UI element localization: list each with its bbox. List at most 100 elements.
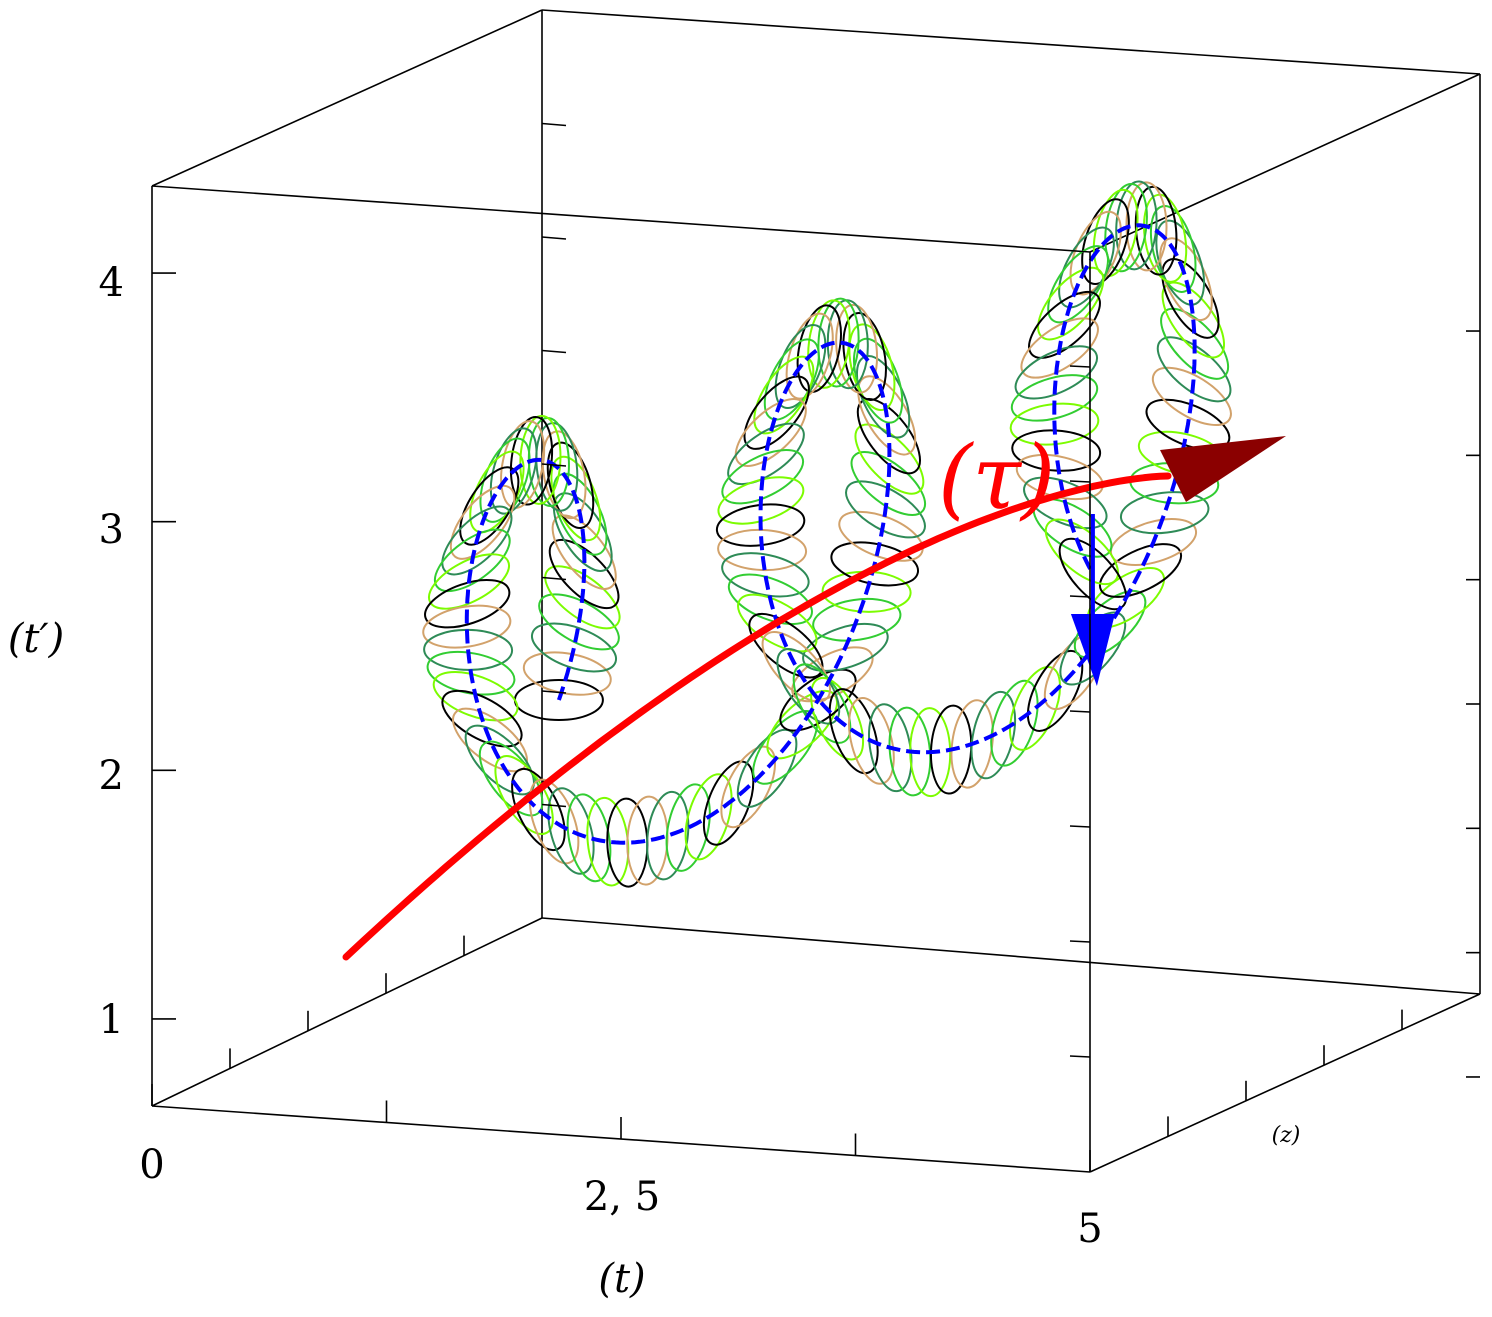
tube-ring <box>1145 398 1231 451</box>
tube-ring <box>1014 345 1098 400</box>
tube-ring <box>528 778 580 865</box>
back-tick <box>541 576 567 581</box>
tube-ring <box>422 604 512 649</box>
tube-ring <box>432 671 519 722</box>
tube-ring <box>1073 589 1147 659</box>
tube-ring <box>838 510 924 562</box>
back-tick <box>541 349 567 354</box>
tube-ring <box>857 375 917 456</box>
centerline-arrow-head <box>1070 614 1115 687</box>
tube-ring <box>850 451 926 516</box>
tube-ring <box>845 480 926 539</box>
tube-ring <box>646 790 690 881</box>
tube-ring <box>1156 336 1232 403</box>
bounding-box-back-edges <box>151 9 1481 1173</box>
back-tick <box>541 122 567 127</box>
tau-curve-path <box>342 472 1172 961</box>
tube-ring <box>531 622 617 673</box>
tube-ring <box>1023 476 1108 530</box>
tube-ring <box>433 528 511 593</box>
tube-ring <box>1151 366 1232 426</box>
tube-ring <box>817 297 860 388</box>
tube-ring <box>1159 237 1213 322</box>
tube-ring <box>1115 180 1158 271</box>
tube-ring <box>548 538 620 610</box>
tube-ring <box>743 375 810 450</box>
tube-ring <box>1143 193 1188 283</box>
tube-ring <box>702 760 755 846</box>
y-tick-label-2: 2 <box>99 753 124 799</box>
tube-ring <box>727 422 805 486</box>
back-tick <box>541 236 567 240</box>
tube-ring <box>459 466 520 546</box>
tube-ring <box>424 579 511 629</box>
tube-ring <box>807 299 851 389</box>
back-tick <box>541 803 567 808</box>
tube-ring <box>854 423 925 495</box>
z-axis-label: (z) <box>1272 1123 1301 1148</box>
y-tick-label-4: 4 <box>99 260 124 306</box>
back-tick <box>541 690 567 694</box>
tube-ring <box>489 427 538 515</box>
x-tick-label-2-5: 2, 5 <box>584 1174 660 1220</box>
tube-ring <box>441 689 523 748</box>
x-axis-label: (t) <box>598 1256 645 1302</box>
tube-ring <box>802 622 889 672</box>
tau-label: (τ) <box>938 426 1055 529</box>
front-right-tick <box>1069 1055 1091 1058</box>
tube-ring <box>721 552 810 598</box>
tube-ring <box>828 688 879 775</box>
tube-ring <box>1058 537 1128 611</box>
tube-ring <box>888 706 932 797</box>
tube-ring <box>1010 374 1099 422</box>
x-tick-label-0: 0 <box>139 1142 164 1188</box>
front-right-tick <box>1069 480 1091 483</box>
tube-ring <box>511 767 566 852</box>
box-edge <box>1089 993 1481 1173</box>
tube-ring <box>970 690 1017 780</box>
tube-ring <box>717 528 808 572</box>
box-edge <box>1089 73 1481 253</box>
y-tick-label-1: 1 <box>99 997 124 1043</box>
tube-ring <box>1047 245 1109 324</box>
tube-ring <box>737 593 818 653</box>
tube-ring <box>469 450 525 534</box>
tube-ring <box>1098 543 1183 598</box>
back-tick <box>541 463 567 467</box>
tube-ring <box>1028 290 1101 359</box>
tube-ring <box>748 612 824 679</box>
tube-ring <box>812 597 902 642</box>
y-tick-label-3: 3 <box>99 507 124 553</box>
helix-centerline <box>464 223 1197 845</box>
box-edge <box>151 185 1091 253</box>
tube-ring <box>538 593 620 651</box>
tube-ring <box>449 484 516 560</box>
x-tick-label-5: 5 <box>1077 1206 1102 1252</box>
tube-ring <box>835 303 879 394</box>
front-right-tick <box>1069 940 1091 943</box>
tau-arrow-head <box>1160 436 1286 502</box>
tube-ring <box>519 414 562 505</box>
box-edge <box>151 917 543 1107</box>
tube-ring <box>852 337 904 424</box>
tube-ring <box>452 707 528 773</box>
tube-ring <box>727 573 813 626</box>
tube-ring <box>551 514 617 590</box>
tube-ring <box>792 663 852 744</box>
tube-ring <box>665 783 711 872</box>
box-edge <box>541 9 1481 75</box>
front-right-tick <box>1069 595 1091 598</box>
front-right-tick <box>1069 710 1091 713</box>
box-edge <box>541 917 1481 995</box>
bounding-box-front-edges <box>151 185 1091 1173</box>
tube-ring <box>734 398 807 467</box>
front-right-tick <box>1069 825 1091 828</box>
helix-tube-rings <box>422 180 1232 888</box>
tube-ring <box>791 646 874 703</box>
tube-ring <box>1119 491 1210 535</box>
tau-curve <box>342 436 1286 961</box>
tube-ring <box>544 565 621 630</box>
tube-ring <box>1011 429 1102 472</box>
tube-ring <box>717 476 805 525</box>
